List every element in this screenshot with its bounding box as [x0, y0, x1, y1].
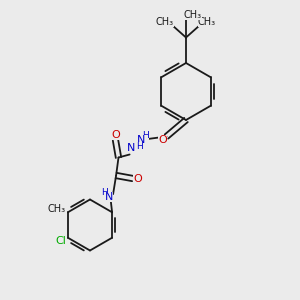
- Text: CH₃: CH₃: [184, 10, 202, 20]
- Text: O: O: [158, 135, 167, 146]
- Text: N: N: [104, 191, 113, 202]
- Text: CH₃: CH₃: [156, 16, 174, 27]
- Text: H: H: [136, 142, 143, 151]
- Text: CH₃: CH₃: [47, 204, 66, 214]
- Text: H: H: [101, 188, 108, 197]
- Text: O: O: [111, 130, 120, 140]
- Text: N: N: [137, 135, 146, 146]
- Text: N: N: [127, 143, 136, 153]
- Text: CH₃: CH₃: [198, 16, 216, 27]
- Text: Cl: Cl: [55, 236, 66, 246]
- Text: H: H: [142, 131, 149, 140]
- Text: O: O: [133, 173, 142, 184]
